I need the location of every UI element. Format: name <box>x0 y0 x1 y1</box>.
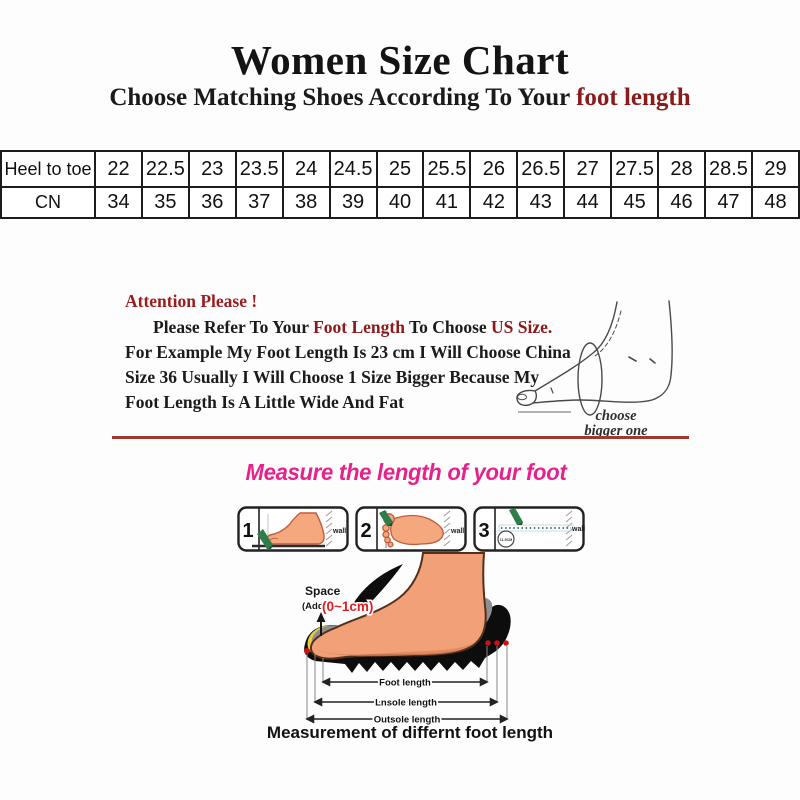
attention-block: Attention Please ! Please Refer To Your … <box>125 289 595 415</box>
note-line: bigger one <box>584 423 648 439</box>
attention-red-text: Foot Length <box>313 317 405 337</box>
size-cell: 40 <box>375 186 425 219</box>
size-cell: 23 <box>187 150 237 188</box>
attention-text: Please Refer To Your <box>153 317 314 337</box>
size-cell: 34 <box>94 186 143 219</box>
foot-shading <box>315 643 473 657</box>
size-cell: 22 <box>94 150 143 188</box>
step-number: 3 <box>478 520 489 542</box>
foot-shape <box>309 552 487 660</box>
size-cell: 37 <box>234 186 284 219</box>
attention-red-text: US Size. <box>491 317 553 337</box>
size-cell: 28.5 <box>703 150 753 188</box>
diagram-caption: Measurement of differnt foot length <box>266 723 554 742</box>
size-cell: 25 <box>375 150 425 188</box>
size-cell: 28 <box>657 150 706 188</box>
size-cell: 23.5 <box>234 150 284 188</box>
size-cell: 42 <box>469 186 519 219</box>
foot-sketch-illustration <box>516 300 673 416</box>
size-cell: 46 <box>657 186 706 219</box>
size-table: Heel to toe 22 22.5 23 23.5 24 24.5 25 2… <box>0 150 800 219</box>
size-cell: 24 <box>281 150 331 188</box>
space-arrow <box>316 612 326 622</box>
wall-label: wall <box>450 528 464 535</box>
wall-label: wall <box>332 528 346 535</box>
choose-bigger-note: choose bigger one <box>570 409 662 439</box>
subtitle-text: Choose Matching Shoes According To Your <box>109 84 577 111</box>
space-label: Space <box>305 584 341 598</box>
size-cell: 39 <box>328 186 378 219</box>
size-cell: 24.5 <box>328 150 378 188</box>
row-header: Heel to toe <box>0 150 96 188</box>
size-cell: 25.5 <box>422 150 472 188</box>
size-cell: 27 <box>563 150 613 188</box>
attention-line-4: Foot Length Is A Little Wide And Fat <box>125 392 404 412</box>
attention-line-3: Size 36 Usually I Will Choose 1 Size Big… <box>125 367 540 387</box>
size-cell: 26 <box>469 150 519 188</box>
outsole-length-label: Outsole length <box>374 715 441 726</box>
attention-line-1: Please Refer To Your Foot Length To Choo… <box>125 315 595 340</box>
table-row-heel-to-toe: Heel to toe 22 22.5 23 23.5 24 24.5 25 2… <box>0 150 800 188</box>
reference-dots <box>304 640 509 654</box>
size-cell: 41 <box>422 186 472 219</box>
size-cell: 47 <box>703 186 753 219</box>
page-subtitle: Choose Matching Shoes According To Your … <box>0 84 800 112</box>
note-line: choose <box>595 408 637 424</box>
example-length-label: 11.5CM <box>500 538 512 542</box>
red-divider-line <box>112 436 689 439</box>
measure-step-1: 1 wall <box>237 506 349 552</box>
size-cell: 27.5 <box>610 150 660 188</box>
size-cell: 36 <box>187 186 237 219</box>
size-cell: 22.5 <box>140 150 190 188</box>
table-row-cn: CN 34 35 36 37 38 39 40 41 42 43 44 45 4… <box>0 186 800 219</box>
measure-heading: Measure the length of your foot <box>245 459 567 485</box>
size-cell: 35 <box>140 186 190 219</box>
measure-steps: 1 wall 2 <box>237 506 585 552</box>
shoe-swoosh-shape <box>353 564 403 608</box>
step-number: 1 <box>242 520 253 542</box>
step-number: 2 <box>360 520 371 542</box>
attention-text: To Choose <box>404 317 492 337</box>
foot-measurement-diagram: Foot length Lnsole length Outsole length… <box>301 552 511 727</box>
attention-line-2: For Example My Foot Length Is 23 cm I Wi… <box>125 342 571 362</box>
size-cell: 29 <box>750 150 800 188</box>
measure-step-2: 2 wall <box>355 506 467 552</box>
insole-length-label: Lnsole length <box>375 698 437 709</box>
size-cell: 43 <box>516 186 566 219</box>
size-cell: 48 <box>750 186 800 219</box>
foot-length-label: Foot length <box>379 678 431 689</box>
attention-heading: Attention Please ! <box>125 291 258 311</box>
size-cell: 44 <box>563 186 613 219</box>
size-cell: 26.5 <box>516 150 566 188</box>
add-value-label: (0~1cm) <box>322 599 373 614</box>
add-label: (Add <box>302 601 324 612</box>
row-header: CN <box>0 186 96 219</box>
subtitle-highlight: foot length <box>576 84 691 111</box>
size-cell: 45 <box>610 186 660 219</box>
measure-step-3: 3 11.5CM wall <box>473 506 585 552</box>
wall-label: wall <box>571 526 585 533</box>
size-cell: 38 <box>281 186 331 219</box>
page-title: Women Size Chart <box>230 37 570 83</box>
